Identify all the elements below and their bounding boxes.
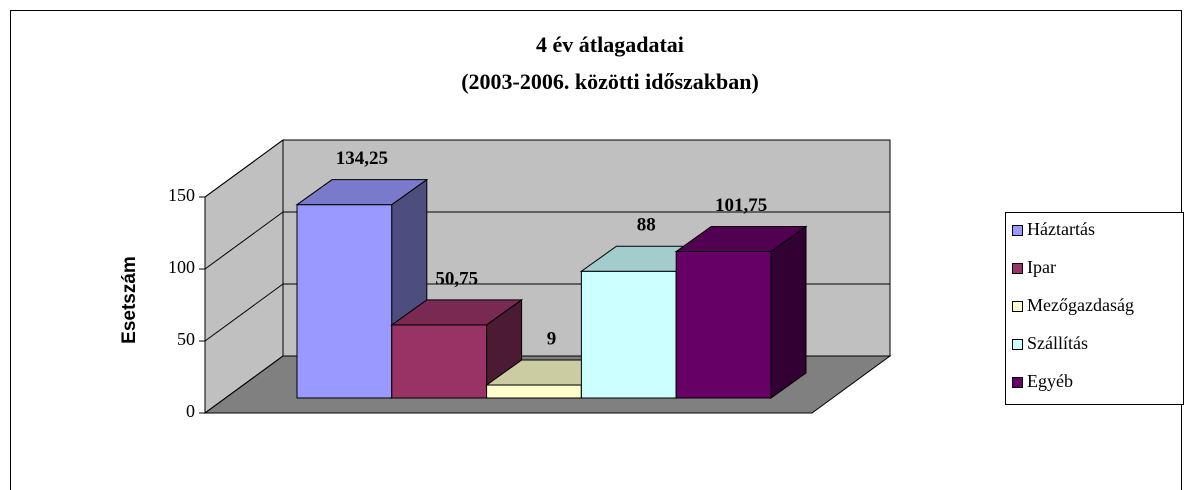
legend-label: Szállítás xyxy=(1027,333,1088,353)
bar xyxy=(675,250,772,399)
value-label: 134,25 xyxy=(336,148,388,169)
bar xyxy=(486,384,582,399)
chart-title: 4 év átlagadatai xyxy=(536,32,684,57)
y-tick-label: 50 xyxy=(177,329,195,349)
legend xyxy=(1005,212,1184,405)
grid-line xyxy=(204,139,284,198)
bar xyxy=(580,270,677,399)
y-tick-label: 100 xyxy=(168,257,195,277)
value-label: 101,75 xyxy=(715,195,767,216)
value-label: 9 xyxy=(547,328,557,349)
grid-line xyxy=(204,355,284,414)
bar xyxy=(296,204,393,399)
grid-line xyxy=(204,211,284,270)
legend-label: Egyéb xyxy=(1027,371,1073,391)
legend-label: Mezőgazdaság xyxy=(1027,295,1134,315)
legend-swatch xyxy=(1012,339,1023,350)
legend-swatch xyxy=(1012,301,1023,312)
legend-label: Háztartás xyxy=(1027,219,1095,239)
legend-swatch xyxy=(1012,225,1023,236)
value-label: 50,75 xyxy=(435,268,478,289)
value-label: 88 xyxy=(637,215,656,236)
bar xyxy=(391,324,488,399)
legend-label: Ipar xyxy=(1027,257,1056,277)
y-tick-label: 150 xyxy=(168,185,195,205)
legend-swatch xyxy=(1012,263,1023,274)
grid-line xyxy=(204,283,284,342)
y-tick-label: 0 xyxy=(186,401,195,421)
chart-title: (2003-2006. közötti időszakban) xyxy=(461,69,759,94)
y-axis-label: Esetszám xyxy=(119,256,140,344)
legend-swatch xyxy=(1012,377,1023,388)
bar-side xyxy=(770,225,807,399)
